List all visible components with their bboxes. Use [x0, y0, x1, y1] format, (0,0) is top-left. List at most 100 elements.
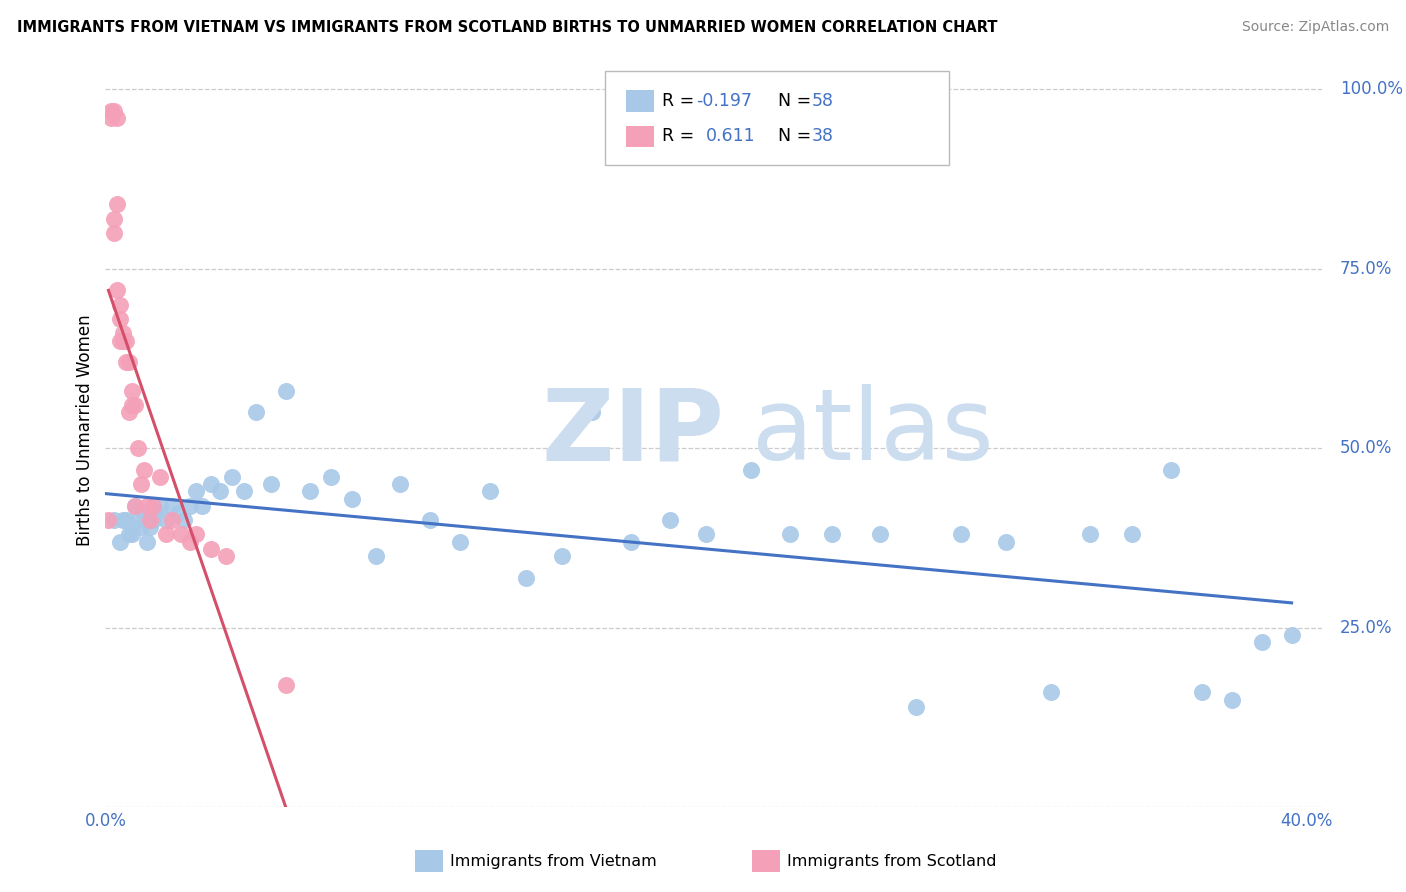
Text: IMMIGRANTS FROM VIETNAM VS IMMIGRANTS FROM SCOTLAND BIRTHS TO UNMARRIED WOMEN CO: IMMIGRANTS FROM VIETNAM VS IMMIGRANTS FR… — [17, 20, 997, 35]
Point — [515, 570, 537, 584]
Point — [1080, 527, 1102, 541]
Point — [136, 534, 159, 549]
Text: -0.197: -0.197 — [696, 92, 752, 110]
Text: R =: R = — [662, 92, 700, 110]
Point — [232, 484, 254, 499]
Point — [112, 334, 135, 348]
Point — [419, 513, 441, 527]
Point — [131, 520, 153, 534]
Point — [107, 284, 129, 298]
Point — [208, 484, 231, 499]
Text: 100.0%: 100.0% — [1340, 80, 1403, 98]
Point — [274, 678, 297, 692]
Point — [214, 549, 236, 563]
Point — [112, 513, 135, 527]
Text: Immigrants from Vietnam: Immigrants from Vietnam — [450, 854, 657, 869]
Point — [388, 477, 411, 491]
Point — [160, 499, 183, 513]
Point — [110, 334, 132, 348]
Point — [1281, 628, 1303, 642]
Point — [179, 534, 201, 549]
Point — [118, 405, 141, 419]
Point — [200, 477, 222, 491]
Point — [166, 506, 188, 520]
Point — [449, 534, 471, 549]
Point — [173, 513, 195, 527]
Point — [142, 499, 165, 513]
Point — [1191, 685, 1213, 699]
Point — [169, 527, 191, 541]
Point — [127, 442, 149, 456]
Point — [107, 111, 129, 125]
Text: atlas: atlas — [752, 384, 994, 481]
Point — [155, 513, 177, 527]
Point — [121, 398, 143, 412]
Point — [659, 513, 682, 527]
Point — [200, 541, 222, 556]
Point — [112, 334, 135, 348]
Point — [184, 527, 207, 541]
Text: 38: 38 — [811, 128, 834, 145]
Text: 75.0%: 75.0% — [1340, 260, 1392, 278]
Point — [995, 534, 1018, 549]
Point — [142, 513, 165, 527]
Point — [779, 527, 801, 541]
Point — [160, 513, 183, 527]
Point — [145, 506, 167, 520]
Point — [97, 513, 120, 527]
Text: N =: N = — [778, 128, 817, 145]
Point — [1250, 635, 1272, 649]
Point — [905, 699, 928, 714]
Point — [115, 334, 138, 348]
Text: Source: ZipAtlas.com: Source: ZipAtlas.com — [1241, 20, 1389, 34]
Point — [112, 326, 135, 341]
Point — [950, 527, 973, 541]
Point — [148, 470, 170, 484]
Point — [103, 513, 125, 527]
Point — [551, 549, 574, 563]
Point — [134, 463, 156, 477]
Text: N =: N = — [778, 92, 817, 110]
Text: R =: R = — [662, 128, 706, 145]
Point — [245, 405, 267, 419]
Point — [100, 103, 122, 118]
Text: 58: 58 — [811, 92, 834, 110]
Point — [274, 384, 297, 398]
Text: 25.0%: 25.0% — [1340, 619, 1392, 637]
Y-axis label: Births to Unmarried Women: Births to Unmarried Women — [76, 315, 94, 546]
Point — [124, 499, 146, 513]
Point — [115, 513, 138, 527]
Point — [148, 499, 170, 513]
Point — [340, 491, 363, 506]
Point — [740, 463, 762, 477]
Point — [139, 520, 162, 534]
Point — [103, 103, 125, 118]
Point — [1160, 463, 1182, 477]
Point — [259, 477, 281, 491]
Point — [121, 384, 143, 398]
Point — [1040, 685, 1063, 699]
Point — [118, 527, 141, 541]
Point — [364, 549, 387, 563]
Point — [695, 527, 717, 541]
Point — [139, 513, 162, 527]
Point — [127, 513, 149, 527]
Point — [103, 226, 125, 240]
Point — [136, 499, 159, 513]
Point — [620, 534, 643, 549]
Point — [821, 527, 844, 541]
Point — [100, 111, 122, 125]
Point — [478, 484, 501, 499]
Point — [184, 484, 207, 499]
Text: 50.0%: 50.0% — [1340, 440, 1392, 458]
Point — [298, 484, 321, 499]
Point — [121, 527, 143, 541]
Point — [179, 499, 201, 513]
Point — [107, 197, 129, 211]
Point — [581, 405, 603, 419]
Point — [131, 477, 153, 491]
Point — [115, 355, 138, 369]
Point — [134, 506, 156, 520]
Point — [110, 534, 132, 549]
Point — [869, 527, 891, 541]
